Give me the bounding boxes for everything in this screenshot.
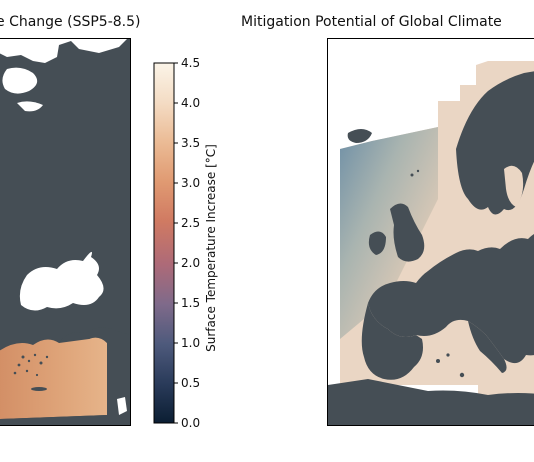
- right-map-svg: [328, 39, 534, 425]
- left-map-title: e Change (SSP5-8.5): [0, 14, 141, 30]
- lake-shape: [2, 67, 38, 94]
- colorbar-tick-label: 3.0: [181, 176, 200, 190]
- italy-land: [468, 321, 507, 373]
- northern-sea: [0, 39, 127, 63]
- iceland-land: [347, 129, 372, 143]
- colorbar: 0.0 0.5 1.0 1.5 2.0 2.5 3.0 3.5 4.0 4.5 Surface T…: [153, 58, 218, 430]
- aegean-islands: [13, 353, 49, 391]
- colorbar-label: Surface Temperature Increase [°C]: [204, 144, 218, 352]
- small-islands: [410, 169, 465, 378]
- colorbar-tick-label: 3.5: [181, 136, 200, 150]
- atlantic-cool-region: [340, 127, 438, 339]
- colorbar-tick-label: 2.5: [181, 216, 200, 230]
- continental-europe-land: [368, 234, 534, 364]
- colorbar-tick-label: 4.5: [181, 58, 200, 70]
- ireland-land: [368, 231, 386, 255]
- africa-land: [0, 415, 111, 425]
- north-africa-land: [328, 379, 534, 425]
- colorbar-tick-label: 1.5: [181, 296, 200, 310]
- colorbar-tick-label: 0.0: [181, 416, 200, 430]
- colorbar-tick-label: 0.5: [181, 376, 200, 390]
- great-britain-land: [390, 203, 425, 262]
- iberia-land: [361, 303, 423, 380]
- mediterranean-warm-region: [0, 336, 107, 419]
- small-white-patch: [117, 397, 127, 415]
- anatomia-land: [59, 327, 130, 425]
- left-map-panel: [0, 38, 131, 426]
- black-sea: [19, 251, 104, 311]
- colorbar-tick-label: 2.0: [181, 256, 200, 270]
- colorbar-ticks: 0.0 0.5 1.0 1.5 2.0 2.5 3.0 3.5 4.0 4.5: [174, 58, 200, 430]
- lake-shape-2: [17, 101, 43, 112]
- left-map-svg: [0, 39, 130, 425]
- right-map-panel: [327, 38, 534, 426]
- baltic-sea: [504, 165, 524, 207]
- colorbar-tick-label: 1.0: [181, 336, 200, 350]
- right-map-title: Mitigation Potential of Global Climate: [241, 14, 502, 30]
- colorbar-tick-label: 4.0: [181, 96, 200, 110]
- colorbar-gradient: [153, 62, 175, 424]
